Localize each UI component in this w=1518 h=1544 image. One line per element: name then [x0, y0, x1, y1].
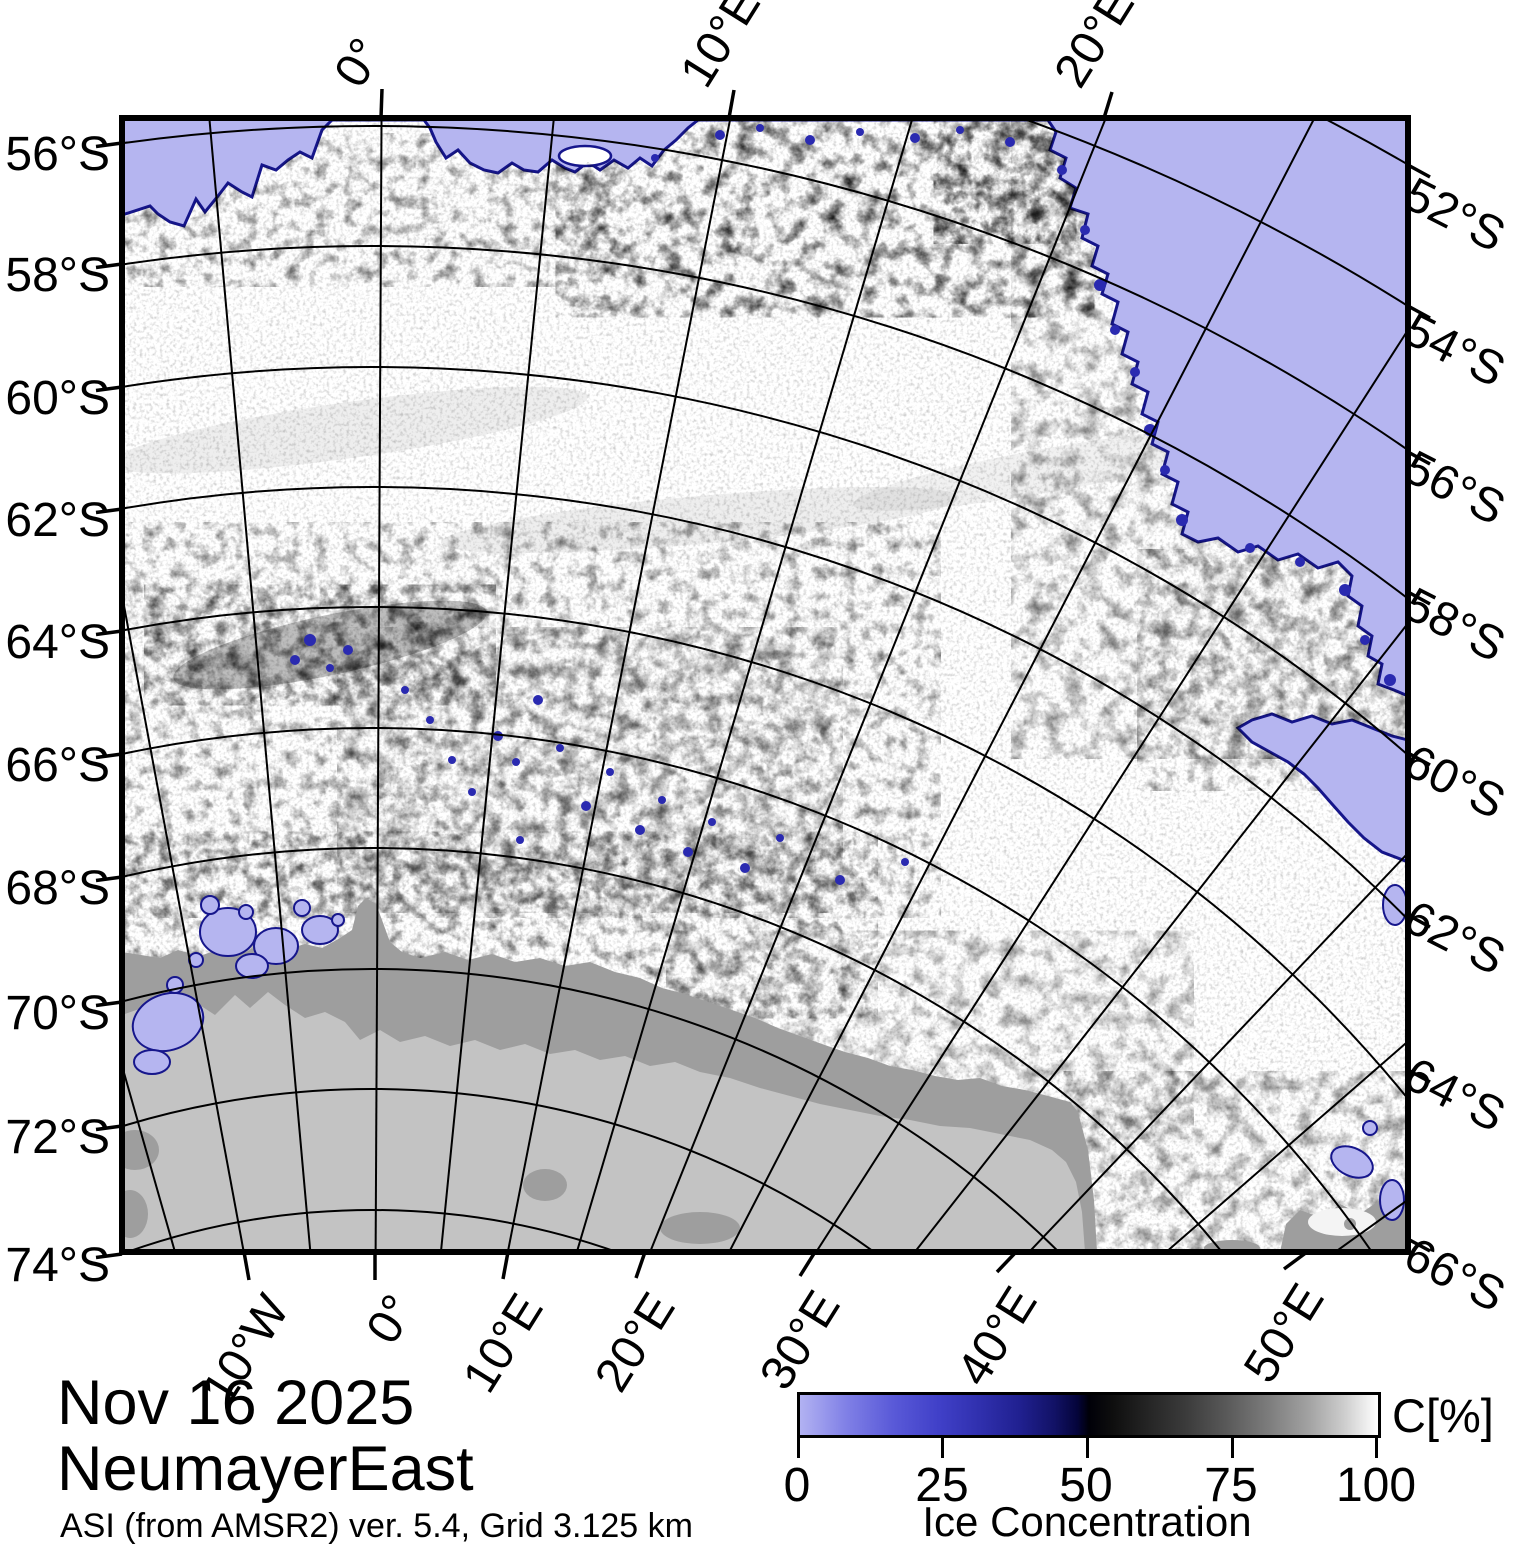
colorbar-tick-75	[1231, 1438, 1234, 1458]
colorbar-tick-50	[1086, 1438, 1089, 1458]
lat-label-left-60s: 60°S	[5, 372, 110, 425]
colorbar-value-25: 25	[915, 1459, 969, 1512]
lat-label-left-74s: 74°S	[5, 1239, 110, 1292]
lat-label-left-70s: 70°S	[5, 987, 110, 1040]
axis-ticks	[95, 88, 1431, 1281]
polynyas	[131, 884, 1408, 1221]
colorbar-value-0: 0	[783, 1459, 811, 1512]
ice-flecks	[290, 124, 1396, 885]
lat-label-left-56s: 56°S	[5, 128, 110, 181]
lat-label-left-68s: 68°S	[5, 862, 110, 915]
map-border	[119, 115, 1411, 1255]
ice-texture	[122, 120, 1408, 1252]
colorbar-value-100: 100	[1335, 1459, 1417, 1512]
lat-label-left-64s: 64°S	[5, 616, 110, 669]
colorbar-title: Ice Concentration	[922, 1498, 1252, 1544]
colorbar-value-75: 75	[1204, 1459, 1258, 1512]
colorbar-tick-100	[1375, 1438, 1378, 1458]
colorbar-gradient	[797, 1392, 1381, 1438]
land-interior	[122, 992, 1085, 1252]
region-label: NeumayerEast	[57, 1434, 474, 1504]
date-label: Nov 16 2025	[57, 1368, 415, 1438]
colorbar-tick-25	[941, 1438, 944, 1458]
colorbar-unit-label: C[%]	[1392, 1389, 1494, 1442]
lat-label-left-58s: 58°S	[5, 249, 110, 302]
ice-island	[557, 144, 613, 168]
lat-label-left-72s: 72°S	[5, 1111, 110, 1164]
source-label: ASI (from AMSR2) ver. 5.4, Grid 3.125 km	[60, 1507, 693, 1544]
colorbar-value-50: 50	[1059, 1459, 1113, 1512]
lat-label-left-62s: 62°S	[5, 494, 110, 547]
corner-ice-patch	[1308, 1208, 1376, 1236]
lat-label-left-66s: 66°S	[5, 739, 110, 792]
colorbar-tick-0	[797, 1438, 800, 1458]
